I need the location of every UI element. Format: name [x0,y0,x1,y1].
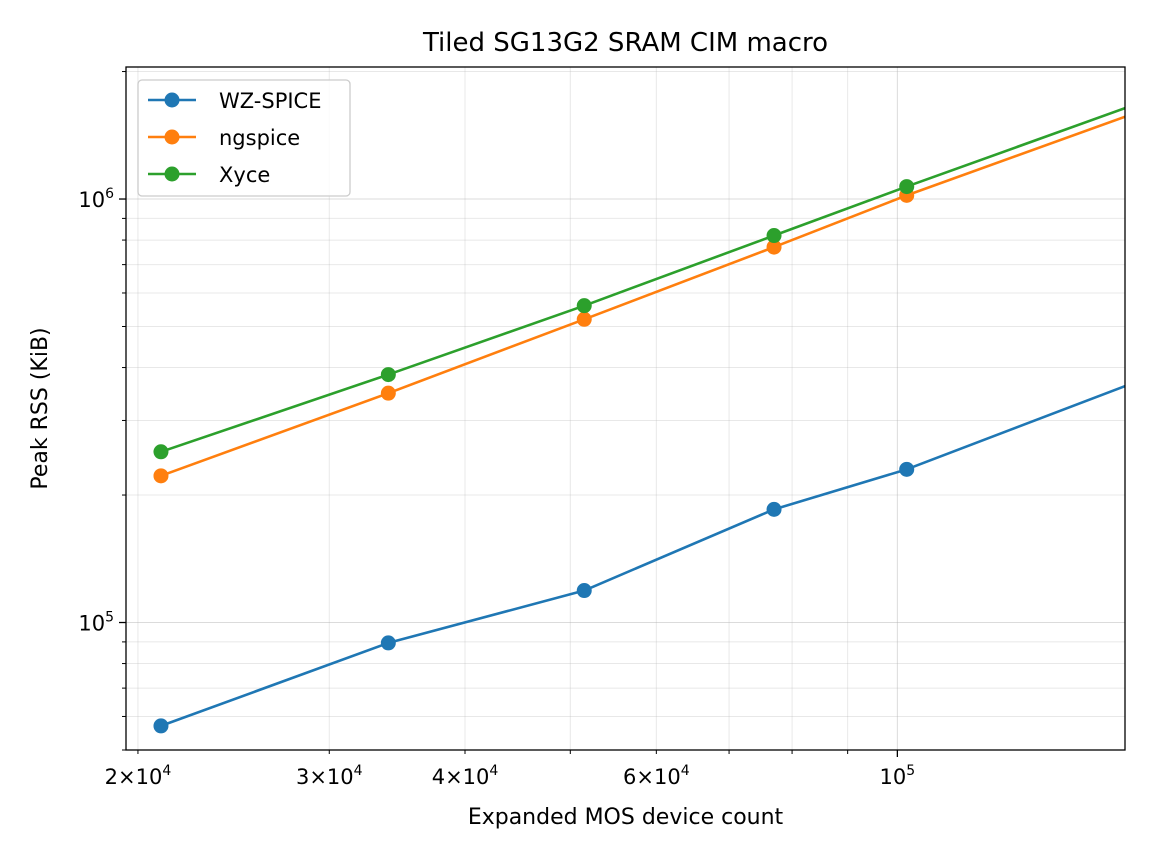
chart-title: Tiled SG13G2 SRAM CIM macro [422,28,828,58]
data-point [766,501,782,517]
x-axis-label: Expanded MOS device count [468,805,784,830]
data-point [153,718,169,734]
legend-box [137,79,351,197]
data-point [576,583,592,599]
data-point [153,468,169,484]
x-tick-label: 6×104 [623,763,690,789]
x-tick-label: 3×104 [296,763,363,789]
data-point [576,311,592,327]
x-tick-label: 2×104 [105,763,172,789]
series-line-wz-spice [160,384,1125,728]
data-point [766,228,782,244]
legend-marker [164,166,180,182]
data-point [576,298,592,314]
legend-marker [164,92,180,108]
data-point [380,367,396,383]
y-tick-label: 106 [78,186,114,212]
legend-marker [164,129,180,145]
plot-frame [125,66,1126,751]
data-point [153,444,169,460]
y-tick-label: 105 [78,610,114,636]
y-axis-label: Peak RSS (KiB) [28,327,53,489]
data-point [380,385,396,401]
x-tick-label: 105 [880,763,916,789]
series-line-ngspice [160,115,1125,478]
legend-label: ngspice [219,126,300,150]
data-point [380,635,396,651]
series-layer [153,106,1125,734]
data-point [766,239,782,255]
ticks: 2×104 3×104 4×104 6×104 105 105 106 [78,71,916,789]
data-point [899,461,915,477]
x-tick-label: 4×104 [432,763,499,789]
series-line-xyce [160,106,1125,454]
legend-label: WZ-SPICE [219,89,321,113]
legend: WZ-SPICE ngspice Xyce [137,79,351,197]
data-point [899,179,915,195]
legend-label: Xyce [219,163,270,187]
